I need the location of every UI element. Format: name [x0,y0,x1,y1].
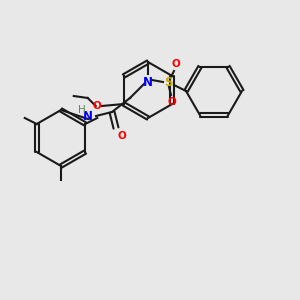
Text: N: N [83,110,93,122]
Text: O: O [117,131,126,141]
Text: O: O [92,101,101,111]
Text: H: H [78,105,86,115]
Text: O: O [172,59,180,69]
Text: S: S [164,76,172,89]
Text: N: N [143,76,153,89]
Text: O: O [168,97,176,107]
